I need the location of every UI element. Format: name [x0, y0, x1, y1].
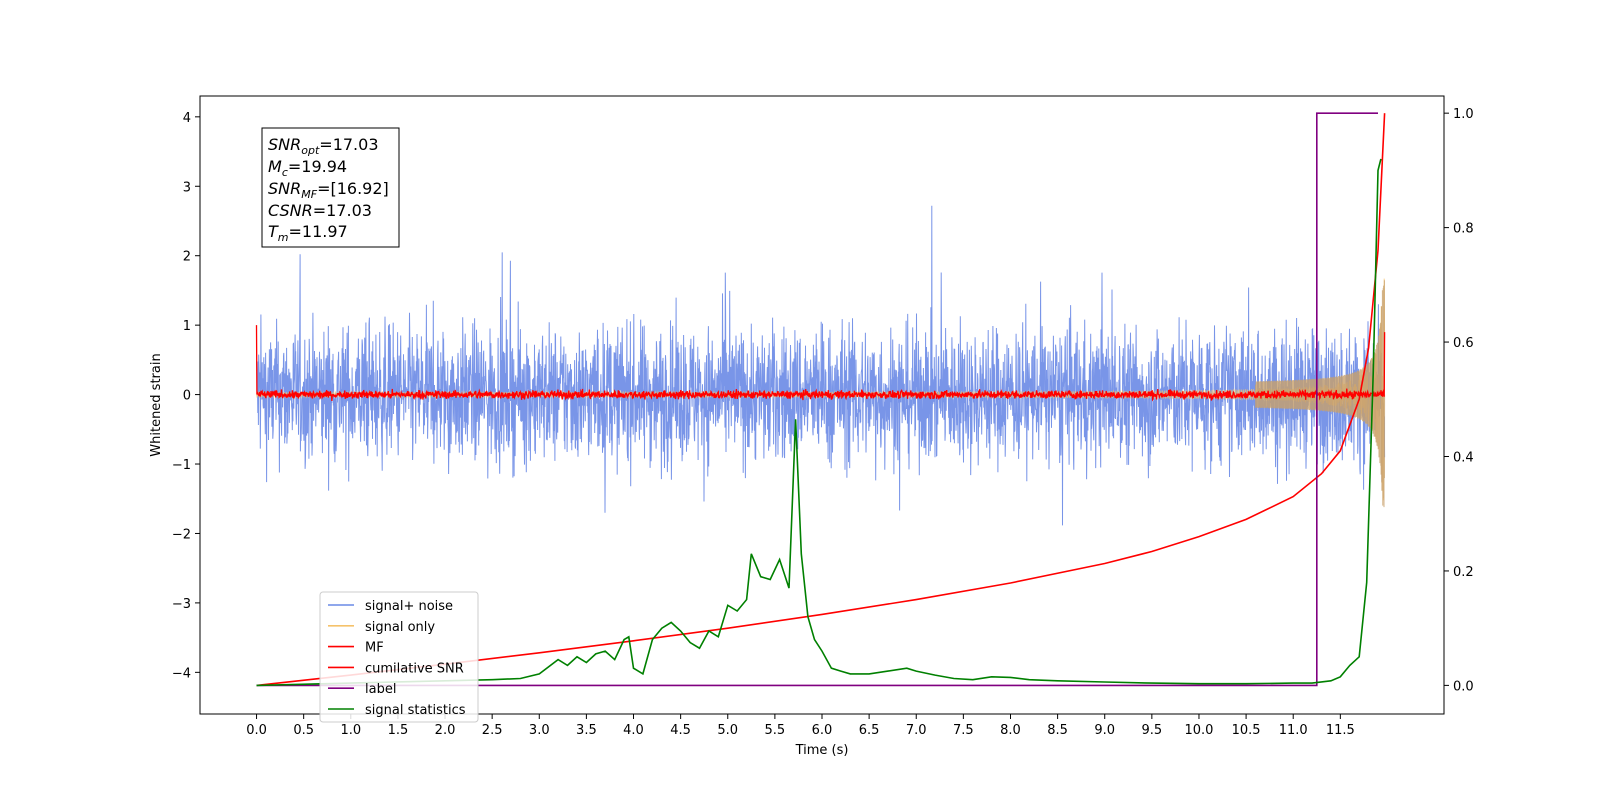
series-mf: [255, 325, 1386, 402]
y-axis-label-left: Whitened strain: [149, 353, 164, 456]
x-tick-label: 6.0: [812, 723, 833, 738]
x-tick-label: 5.0: [717, 723, 738, 738]
x-tick-label: 2.5: [482, 723, 503, 738]
x-tick-label: 10.0: [1184, 723, 1213, 738]
x-tick-label: 8.5: [1047, 723, 1068, 738]
series-label: [256, 112, 1378, 687]
legend-label-signal-noise: signal+ noise: [365, 599, 453, 614]
annotation-snr-mf: SNRMF=[16.92]: [268, 179, 389, 201]
y-tick-label-left: 4: [183, 111, 191, 126]
y-tick-label-right: 0.4: [1453, 451, 1474, 466]
y-axis-left: 4 3 2 1 0 −1 −2 −3 −4: [172, 111, 200, 681]
plot-area: [255, 112, 1386, 687]
x-tick-label: 0.5: [293, 723, 314, 738]
y-tick-label-right: 0.8: [1453, 222, 1474, 237]
legend-label-signal-only: signal only: [365, 620, 435, 635]
x-tick-label: 5.5: [765, 723, 786, 738]
y-tick-label-left: 1: [183, 319, 191, 334]
y-tick-label-left: −2: [172, 527, 191, 542]
y-tick-label-left: −4: [172, 666, 191, 681]
legend-frame: [319, 591, 479, 723]
annotation-csnr: CSNR=17.03: [268, 201, 372, 220]
y-tick-label-left: 2: [183, 250, 191, 265]
y-tick-label-right: 0.0: [1453, 679, 1474, 694]
y-tick-label-left: 0: [183, 389, 191, 404]
x-tick-label: 4.0: [623, 723, 644, 738]
x-axis-label: Time (s): [795, 743, 849, 758]
x-tick-label: 9.5: [1142, 723, 1163, 738]
legend-label-mf: MF: [365, 641, 384, 656]
y-tick-label-right: 0.6: [1453, 336, 1474, 351]
x-tick-label: 3.0: [529, 723, 550, 738]
x-tick-label: 11.5: [1326, 723, 1355, 738]
x-tick-label: 0.0: [246, 723, 267, 738]
y-axis-right: 1.0 0.8 0.6 0.4 0.2 0.0: [1444, 107, 1474, 694]
x-tick-label: 6.5: [859, 723, 880, 738]
x-tick-label: 3.5: [576, 723, 597, 738]
series-signal-statistics: [256, 158, 1382, 687]
legend-label-signal-statistics: signal statistics: [365, 703, 466, 718]
y-tick-label-left: −3: [172, 597, 191, 612]
annotation-mc: Mc=19.94: [268, 157, 347, 179]
x-axis: 0.0 0.5 1.0 1.5 2.0 2.5 3.0 3.5 4.0 4.5 5.0 5.5 6.0 6…: [246, 714, 1355, 738]
series-signal-noise: [256, 205, 1386, 526]
series-cumilative-snr: [256, 113, 1386, 687]
legend: signal+ noise signal only MF cumilative SNR…: [319, 591, 479, 723]
x-tick-label: 9.0: [1094, 723, 1115, 738]
annotation-box: SNRopt=17.03 Mc=19.94 SNRMF=[16.92] CSNR…: [261, 127, 400, 248]
x-tick-label: 2.0: [435, 723, 456, 738]
annotation-snr-opt: SNRopt=17.03: [268, 135, 379, 157]
y-tick-label-left: 3: [183, 180, 191, 195]
x-tick-label: 7.0: [906, 723, 927, 738]
x-tick-label: 1.0: [340, 723, 361, 738]
y-tick-label-right: 0.2: [1453, 565, 1474, 580]
annotation-tm: Tm=11.97: [268, 222, 348, 244]
y-tick-label-right: 1.0: [1453, 107, 1474, 122]
x-tick-label: 10.5: [1232, 723, 1261, 738]
x-tick-label: 11.0: [1279, 723, 1308, 738]
legend-label-label: label: [365, 682, 396, 697]
y-tick-label-left: −1: [172, 458, 191, 473]
x-tick-label: 4.5: [670, 723, 691, 738]
legend-label-cumilative-snr: cumilative SNR: [365, 661, 464, 676]
x-tick-label: 1.5: [388, 723, 409, 738]
x-tick-label: 7.5: [953, 723, 974, 738]
x-tick-label: 8.0: [1000, 723, 1021, 738]
